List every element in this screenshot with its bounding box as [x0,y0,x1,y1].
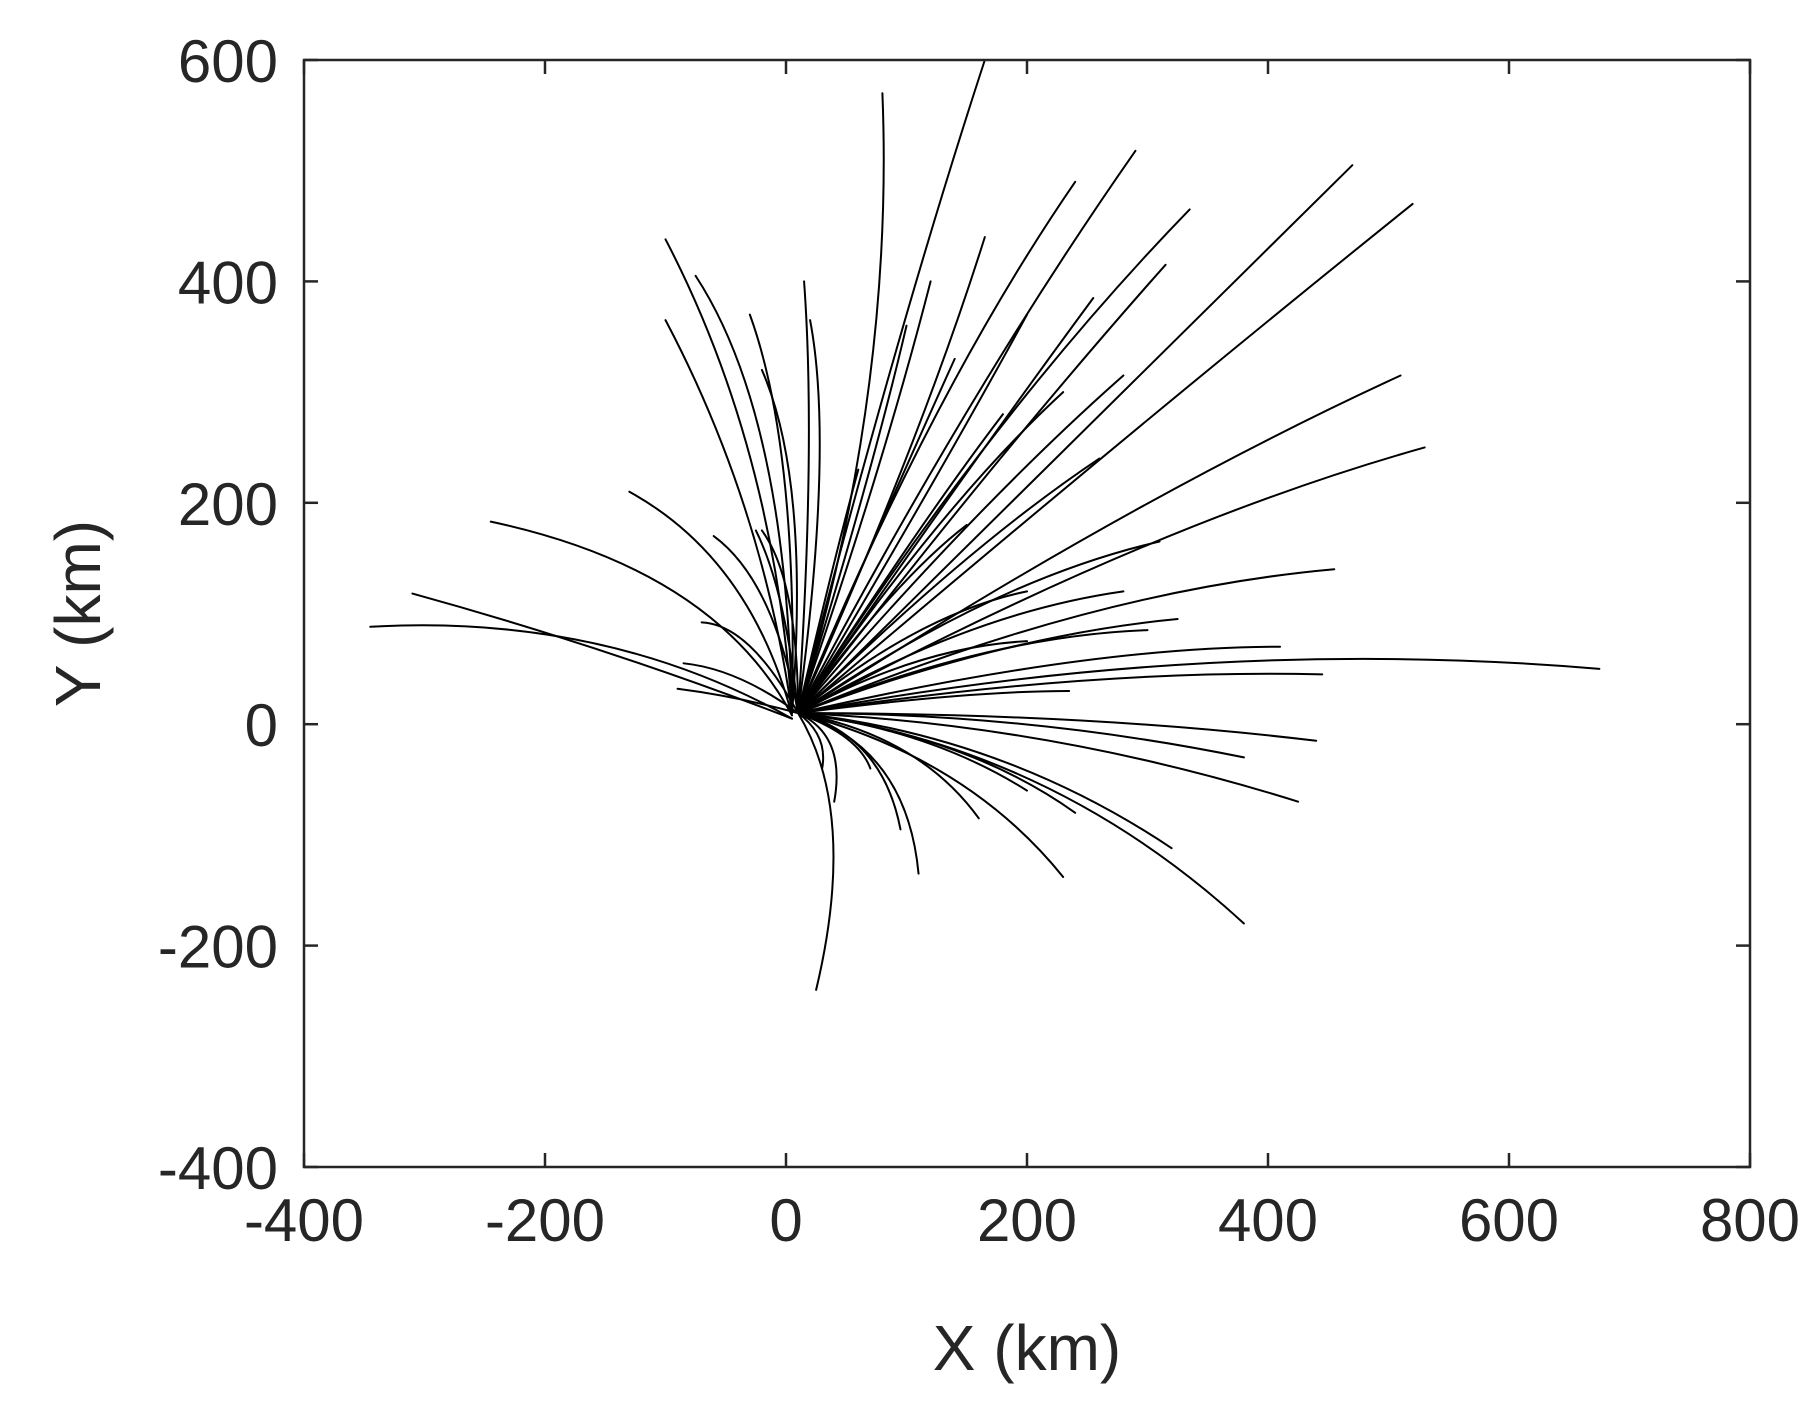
trajectory-line-46 [797,540,1161,715]
trajectory-line-39 [760,529,800,715]
x-tick-label: 600 [1459,1187,1559,1254]
trajectory-line-57 [797,357,956,715]
trajectory-line-48 [797,618,1179,715]
y-axis-ticks: -400 -200 0 200 400 600 [158,28,1750,1202]
trajectory-line-7 [694,274,794,715]
y-tick-label: 200 [178,471,278,538]
trajectory-line-51 [797,712,1077,814]
y-tick-label: 600 [178,28,278,95]
trajectory-line-20 [797,446,1426,715]
trajectory-line-29 [797,712,980,820]
trajectory-line-64 [754,529,800,715]
trajectory-line-5 [664,238,794,715]
trajectory-line-18 [797,202,1414,715]
trajectory-line-3 [489,520,794,717]
trajectory-line-49 [797,645,1282,715]
trajectory-line-22 [797,657,1601,715]
trajectory-line-36 [682,662,800,715]
trajectory-line-42 [797,313,1028,715]
trajectory-line-54 [797,457,1101,715]
x-tick-label: 800 [1700,1187,1800,1254]
trajectory-line-56 [797,413,1004,715]
trajectory-line-35 [676,687,800,715]
trajectory-line-15 [797,149,1137,715]
x-tick-label: -200 [485,1187,605,1254]
trajectory-line-19 [797,374,1402,715]
x-axis-ticks: -400 -200 0 200 400 600 800 [244,60,1800,1254]
x-tick-label: 400 [1218,1187,1318,1254]
trajectory-line-8 [748,313,794,715]
trajectory-line-17 [797,164,1354,715]
trajectory-line-13 [797,59,986,715]
trajectory-line-10 [797,280,810,715]
x-tick-label: 200 [977,1187,1077,1254]
trajectory-line-12 [797,92,885,715]
trajectory-line-62 [797,640,1028,715]
y-tick-label: 0 [245,692,278,759]
trajectory-line-28 [797,712,1065,878]
trajectory-line-38 [712,535,800,715]
trajectory-line-58 [797,324,908,715]
trajectory-line-11 [797,319,821,715]
y-axis-label: Y (km) [42,520,114,707]
trajectory-line-61 [797,590,1125,715]
trajectory-line-37 [700,621,800,715]
y-tick-label: -200 [158,914,278,981]
trajectory-lines [369,59,1601,991]
trajectory-line-60 [797,590,1028,715]
trajectory-line-44 [797,374,1125,715]
y-tick-label: -400 [158,1135,278,1202]
trajectory-line-23 [797,672,1324,715]
trajectory-line-34 [797,712,825,770]
axes-box [302,58,1752,1169]
x-tick-label: 0 [769,1187,802,1254]
trajectory-line-52 [797,712,1028,792]
trajectory-line-55 [797,391,1065,715]
trajectory-line-65 [797,712,872,770]
trajectory-line-4 [628,490,794,717]
trajectory-line-27 [797,712,1173,850]
trajectory-line-1 [369,624,794,720]
y-tick-label: 400 [178,249,278,316]
x-axis-label: X (km) [933,1312,1121,1384]
trajectory-line-63 [797,523,968,715]
x-tick-label: -400 [244,1187,364,1254]
trajectory-line-59 [797,468,860,715]
trajectory-line-25 [797,712,1300,803]
trajectory-line-21 [797,568,1336,715]
trajectory-line-2 [411,592,794,720]
trajectory-line-6 [664,319,794,715]
trajectory-line-50 [797,712,1245,759]
trajectory-line-33 [797,712,835,991]
trajectory-line-32 [797,712,838,803]
trajectory-line-40 [797,280,932,715]
trajectory-line-53 [797,689,1071,715]
trajectory-line-31 [797,712,902,831]
trajectory-line-30 [797,712,920,875]
